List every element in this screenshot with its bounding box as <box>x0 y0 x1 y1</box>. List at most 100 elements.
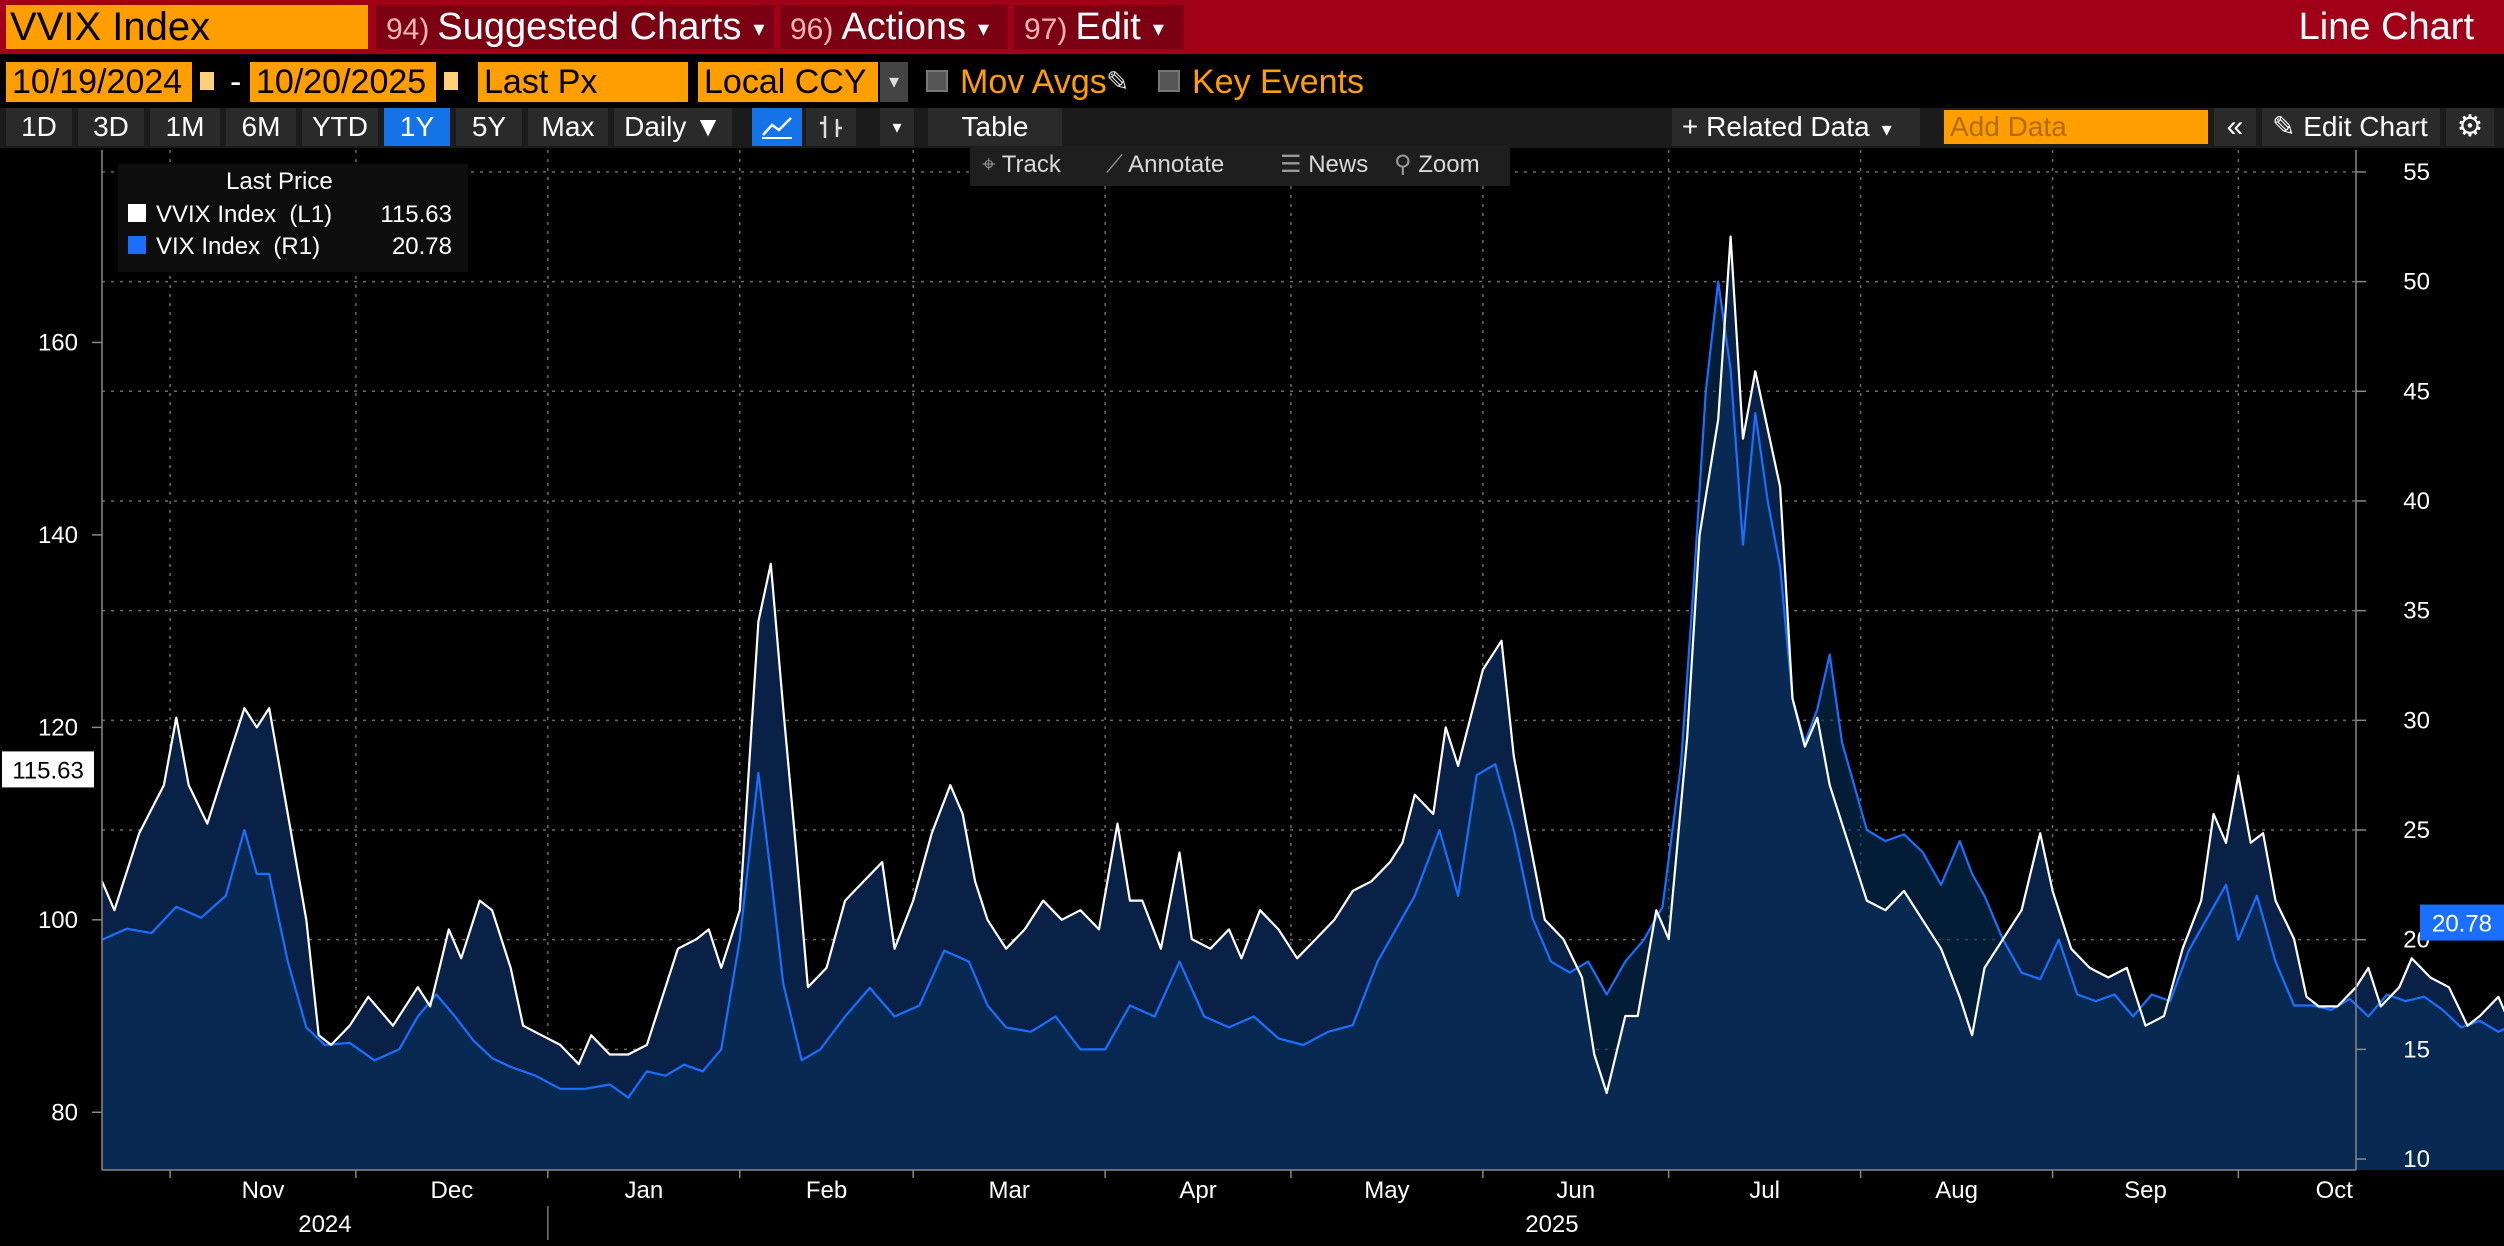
crosshair-icon: ⌖ <box>982 151 1002 178</box>
gear-icon[interactable]: ⚙ <box>2446 108 2494 146</box>
y-left-tick-label: 100 <box>38 907 78 934</box>
chart-legend: Last Price VVIX Index (L1) 115.63 VIX In… <box>118 164 468 272</box>
x-tick-label: Apr <box>1179 1177 1216 1204</box>
x-tick-label: Nov <box>242 1177 285 1204</box>
menu-number: 97) <box>1024 13 1068 46</box>
menu-number: 96) <box>790 13 834 46</box>
mov-avgs-label[interactable]: Mov Avgs <box>960 63 1107 101</box>
caret-down-icon: ▾ <box>1881 119 1892 141</box>
pencil-icon[interactable]: ✎ <box>1106 66 1130 97</box>
title-bar: VVIX Index 94) Suggested Charts ▾ 96) Actio… <box>0 0 2504 54</box>
ticker-field[interactable]: VVIX Index <box>6 5 368 49</box>
table-button[interactable]: Table <box>928 108 1062 146</box>
chart-lines <box>100 235 2504 1099</box>
annotate-label: Annotate <box>1128 151 1225 178</box>
edit-menu[interactable]: 97) Edit ▾ <box>1014 5 1184 49</box>
y-right-tick-label: 35 <box>2403 598 2430 625</box>
options-bar: 10/19/2024 - 10/20/2025 Last Px Local CC… <box>0 62 2504 106</box>
y-right-tick-label: 30 <box>2403 707 2430 734</box>
y-left-tick-label: 140 <box>38 522 78 549</box>
x-tick-label: Jul <box>1749 1177 1780 1204</box>
legend-label-vvix[interactable]: VVIX Index (L1) <box>156 201 333 228</box>
menu-label: Edit <box>1075 6 1141 48</box>
menu-label: Suggested Charts <box>437 6 742 48</box>
y-right-tick-label: 40 <box>2403 488 2430 515</box>
y-right-tick-label: 25 <box>2403 817 2430 844</box>
x-tick-label: May <box>1364 1177 1409 1204</box>
annotate-icon: ⟋ <box>1106 151 1129 178</box>
zoom-tool[interactable]: ⚲ Zoom <box>1394 146 1480 184</box>
x-tick-label: Dec <box>431 1177 474 1204</box>
y-left-tick-label: 80 <box>51 1099 78 1126</box>
news-label: News <box>1308 151 1369 178</box>
bar-chart-icon[interactable] <box>806 108 856 146</box>
pencil-icon: ✎ <box>2272 111 2304 142</box>
x-tick-label: Jan <box>624 1177 663 1204</box>
chart-areas <box>102 236 2504 1170</box>
timeframe-3d[interactable]: 3D <box>78 108 144 146</box>
edit-chart-button[interactable]: ✎ Edit Chart <box>2262 108 2440 146</box>
calendar-icon[interactable] <box>198 70 216 92</box>
actions-menu[interactable]: 96) Actions ▾ <box>780 5 1008 49</box>
key-events-checkbox[interactable] <box>1158 70 1180 92</box>
x-tick-label: Jun <box>1556 1177 1595 1204</box>
chart-type-label: Line Chart <box>2298 6 2474 48</box>
add-data-input[interactable]: Add Data <box>1944 110 2208 144</box>
x-tick-label: Mar <box>989 1177 1030 1204</box>
related-data-label: + Related Data <box>1682 111 1870 142</box>
x-tick-label: Sep <box>2124 1177 2167 1204</box>
vvix-line <box>100 235 2504 1095</box>
currency-selector[interactable]: Local CCY <box>698 62 878 102</box>
caret-down-icon: ▾ <box>977 15 990 41</box>
track-tool[interactable]: ⌖ Track <box>982 146 1061 184</box>
legend-value-vix: 20.78 <box>391 233 452 260</box>
chart-tools-bar: ⌖ Track ⟋ Annotate ☰ News ⚲ Zoom <box>970 146 1510 186</box>
y-right-tick-label: 10 <box>2403 1146 2430 1173</box>
last-value-right: 20.78 <box>2432 911 2492 938</box>
chart-style-dropdown-icon[interactable]: ▾ <box>880 108 914 146</box>
calendar-icon[interactable] <box>442 70 460 92</box>
chart-axes: Nov Dec Jan Feb Mar Apr May Jun Jul Aug Sep Oct 2024… <box>2 150 2504 1240</box>
timeframe-6m[interactable]: 6M <box>226 108 296 146</box>
timeframe-1m[interactable]: 1M <box>150 108 220 146</box>
vix-area <box>102 281 2504 1170</box>
collapse-icon[interactable]: « <box>2214 108 2256 146</box>
suggested-charts-menu[interactable]: 94) Suggested Charts ▾ <box>376 5 774 49</box>
legend-label-vix[interactable]: VIX Index (R1) <box>156 233 321 260</box>
end-date-field[interactable]: 10/20/2025 <box>250 62 436 102</box>
annotate-tool[interactable]: ⟋ Annotate <box>1106 146 1224 184</box>
legend-swatch-vix <box>128 236 146 254</box>
legend-swatch-vvix <box>128 204 146 222</box>
field-selector[interactable]: Last Px <box>478 62 688 102</box>
x-tick-label: Aug <box>1935 1177 1978 1204</box>
caret-down-icon: ▾ <box>1152 15 1164 41</box>
mov-avgs-checkbox[interactable] <box>926 70 948 92</box>
year-label: 2025 <box>1525 1211 1578 1238</box>
edit-chart-label: Edit Chart <box>2303 111 2428 142</box>
timeframe-max[interactable]: Max <box>528 108 608 146</box>
menu-label: Actions <box>841 6 966 48</box>
last-value-tag-right <box>2420 904 2504 941</box>
menu-number: 94) <box>386 13 430 46</box>
start-date-field[interactable]: 10/19/2024 <box>6 62 192 102</box>
news-icon: ☰ <box>1280 151 1309 178</box>
timeframe-1y[interactable]: 1Y <box>384 108 450 146</box>
line-chart-icon[interactable] <box>752 108 802 146</box>
year-label: 2024 <box>298 1211 351 1238</box>
zoom-label: Zoom <box>1418 151 1480 178</box>
caret-down-icon: ▾ <box>753 15 765 41</box>
news-tool[interactable]: ☰ News <box>1280 146 1368 184</box>
timeframe-5y[interactable]: 5Y <box>456 108 522 146</box>
zoom-icon: ⚲ <box>1394 151 1419 178</box>
frequency-selector[interactable]: Daily ▼ <box>614 108 732 146</box>
key-events-label[interactable]: Key Events <box>1192 63 1364 101</box>
timeframe-1d[interactable]: 1D <box>6 108 72 146</box>
track-label: Track <box>1001 151 1061 178</box>
y-left-tick-label: 160 <box>38 329 78 356</box>
timeframe-toolbar: 1D 3D 1M 6M YTD 1Y 5Y Max Daily ▼ ▾ Tabl… <box>0 108 2504 148</box>
timeframe-ytd[interactable]: YTD <box>302 108 378 146</box>
chevron-down-icon[interactable]: ▾ <box>880 62 908 102</box>
related-data-button[interactable]: + Related Data ▾ <box>1672 108 1920 146</box>
legend-value-vvix: 115.63 <box>380 201 452 228</box>
